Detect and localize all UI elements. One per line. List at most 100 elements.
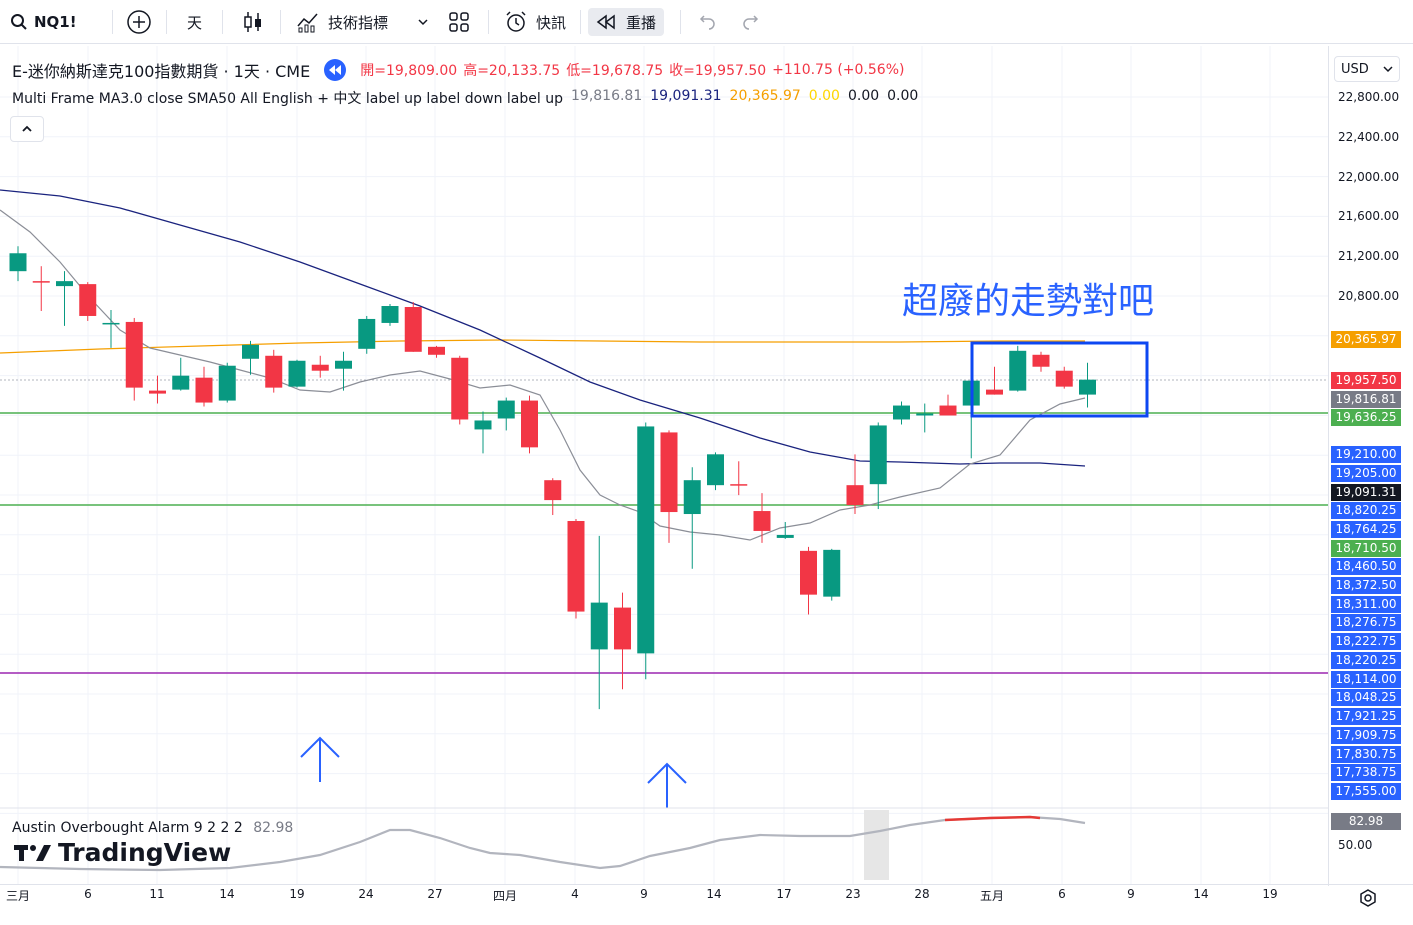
time-tick: 11: [149, 887, 165, 901]
price-label: 18,764.25: [1331, 521, 1401, 538]
time-tick: 4: [571, 887, 579, 901]
plus-circle-icon: [127, 10, 151, 34]
price-label: 18,710.50: [1331, 540, 1401, 557]
candle: [79, 282, 97, 321]
price-label: 19,091.31: [1331, 484, 1401, 501]
candle: [1009, 345, 1027, 392]
candle-body: [1055, 370, 1073, 387]
open-value: 開=19,809.00: [360, 63, 458, 79]
candle: [730, 461, 748, 496]
replay-button[interactable]: 重播: [588, 8, 665, 36]
symbol-search-button[interactable]: NQ1!: [10, 8, 77, 36]
candle: [800, 546, 817, 615]
candle: [753, 493, 771, 543]
alarm-clock-icon: [506, 11, 526, 32]
indicator-legend: Multi Frame MA3.0 close SMA50 All Englis…: [12, 88, 918, 108]
price-axis[interactable]: [1328, 46, 1413, 886]
time-tick: 24: [358, 887, 374, 901]
tradingview-logo[interactable]: TradingView: [14, 838, 231, 867]
candle-body: [195, 377, 213, 403]
candle-body: [1032, 354, 1050, 367]
price-label: 17,909.75: [1331, 727, 1401, 744]
oscillator-name[interactable]: Austin Overbought Alarm 9 2 2 2: [12, 820, 243, 836]
candle: [823, 548, 841, 601]
candle-body: [730, 484, 748, 486]
layout-button[interactable]: [448, 8, 470, 36]
candle: [683, 467, 701, 569]
candle-body: [707, 454, 724, 486]
price-chart[interactable]: [0, 46, 1328, 886]
candle: [1055, 366, 1073, 389]
price-label: 18,222.75: [1331, 633, 1401, 650]
indicator-name[interactable]: Multi Frame MA3.0 close SMA50 All Englis…: [12, 91, 563, 107]
candle: [521, 395, 538, 454]
chart-annotation-text[interactable]: 超廢的走勢對吧: [902, 281, 1155, 322]
toolbar-divider: [112, 10, 113, 34]
chart-type-button[interactable]: [242, 8, 264, 36]
oscillator-legend: Austin Overbought Alarm 9 2 2 2 82.98: [12, 820, 293, 836]
price-label: 18,311.00: [1331, 596, 1401, 613]
candle-body: [869, 425, 887, 485]
indicators-icon: [297, 13, 318, 33]
settings-button[interactable]: [1358, 888, 1378, 908]
candle: [195, 366, 213, 407]
candle: [335, 351, 352, 391]
interval-button[interactable]: 天: [187, 13, 203, 32]
candle: [428, 345, 445, 358]
go-to-realtime-button[interactable]: [324, 59, 347, 81]
alert-label: 快訊: [536, 13, 567, 32]
price-label: 19,205.00: [1331, 465, 1401, 482]
candle: [242, 340, 259, 375]
indicator-highlight-band: [864, 810, 889, 880]
candle-body: [125, 321, 143, 388]
candle: [986, 366, 1003, 395]
toolbar-divider: [222, 10, 223, 34]
time-axis[interactable]: [0, 884, 1413, 925]
oscillator-axis-label: 82.98: [1331, 813, 1401, 830]
price-label: 18,820.25: [1331, 502, 1401, 519]
price-tick: 22,400.00: [1338, 129, 1400, 144]
currency-label: USD: [1341, 61, 1369, 77]
time-tick: 28: [914, 887, 930, 901]
low-value: 低=19,678.75: [566, 63, 664, 79]
time-tick: 27: [427, 887, 443, 901]
candle: [172, 357, 190, 391]
candle: [893, 401, 910, 425]
time-tick: 四月: [492, 889, 517, 903]
alert-button[interactable]: 快訊: [504, 8, 566, 36]
candle-body: [1009, 350, 1027, 391]
time-tick: 6: [1058, 887, 1066, 901]
price-label: 17,555.00: [1331, 783, 1401, 800]
redo-button[interactable]: [742, 8, 762, 36]
candle: [56, 271, 73, 326]
price-tick: 21,600.00: [1338, 209, 1400, 224]
price-tick: 22,000.00: [1338, 169, 1400, 184]
candle: [404, 302, 422, 352]
chart-grid: [0, 46, 1328, 884]
candle: [102, 309, 120, 348]
candle-body: [149, 390, 166, 394]
candle: [497, 397, 515, 431]
time-tick: 19: [1262, 887, 1278, 901]
collapse-legend-button[interactable]: [10, 116, 44, 142]
undo-button[interactable]: [696, 8, 716, 36]
templates-dropdown[interactable]: [416, 8, 430, 36]
candle: [614, 592, 631, 690]
price-label: 18,460.50: [1331, 558, 1401, 575]
candle-body: [404, 307, 422, 352]
price-tick: 21,200.00: [1338, 249, 1400, 264]
candle: [939, 394, 957, 416]
candle-body: [451, 357, 469, 420]
toolbar-divider: [488, 10, 489, 34]
currency-select[interactable]: USD: [1334, 56, 1400, 82]
candle: [544, 478, 562, 516]
candle-body: [265, 355, 283, 388]
candle-body: [776, 534, 794, 538]
compare-button[interactable]: [126, 8, 152, 36]
candle-body: [683, 480, 701, 515]
indicators-button[interactable]: 技術指標: [296, 8, 388, 36]
time-tick: 14: [219, 887, 235, 901]
candle: [916, 403, 934, 433]
price-tick: 20,800.00: [1338, 289, 1400, 303]
candle-body: [800, 550, 817, 595]
